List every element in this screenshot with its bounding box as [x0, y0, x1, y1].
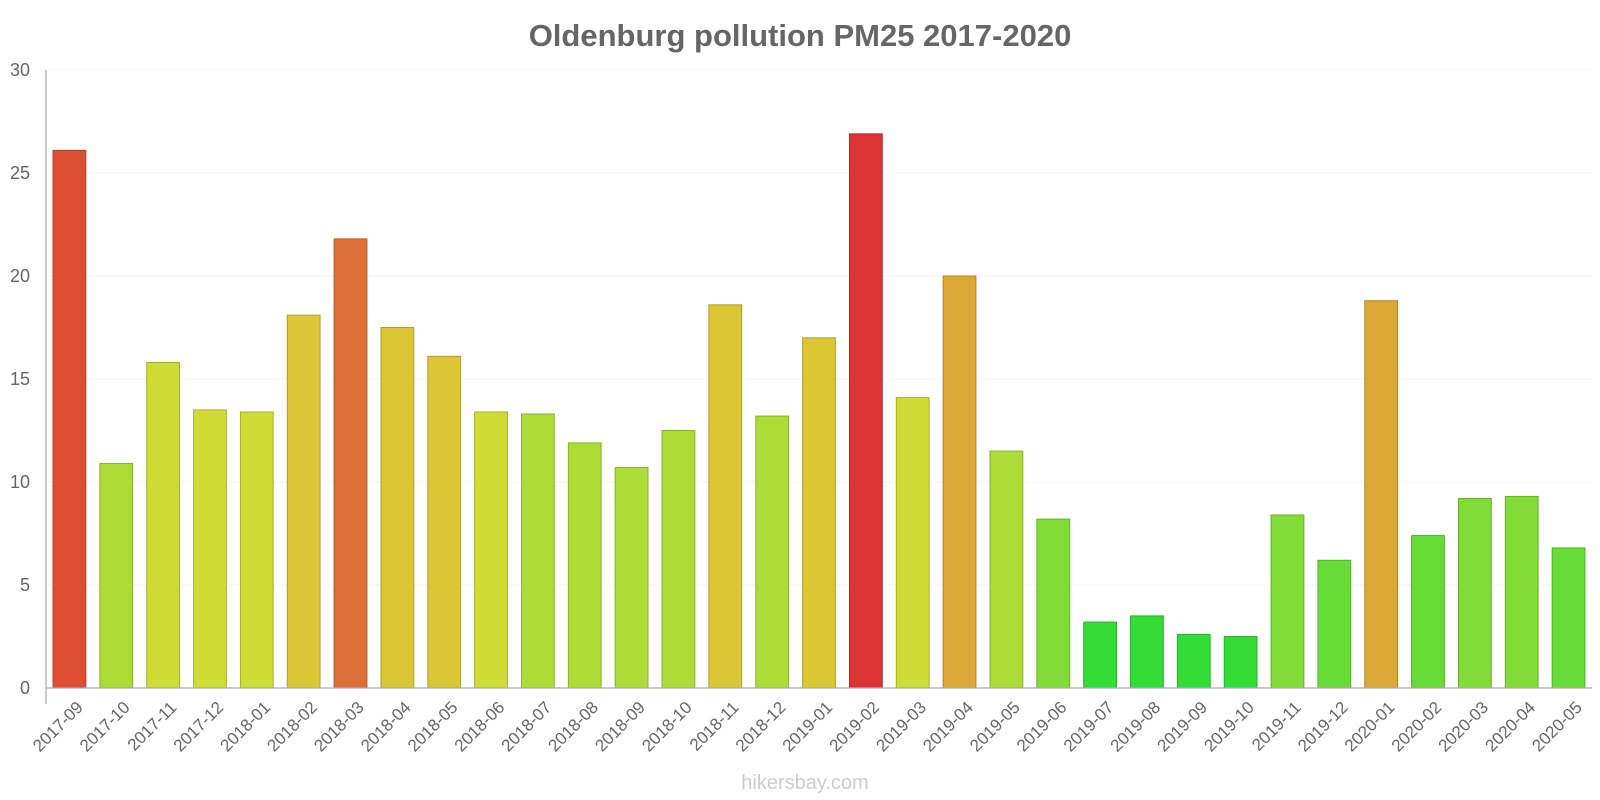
bar-2018-08 — [567, 442, 602, 689]
x-tick-label: 2020-04 — [1481, 698, 1539, 756]
bar-2018-02 — [286, 314, 321, 689]
y-tick-label: 10 — [10, 472, 30, 492]
x-tick-label: 2018-03 — [310, 698, 368, 756]
x-tick-label: 2018-04 — [357, 698, 415, 756]
bar-2019-02 — [848, 133, 883, 689]
bar-2019-07 — [1083, 621, 1117, 689]
x-tick-label: 2019-12 — [1294, 698, 1352, 756]
bar-2019-11 — [1270, 514, 1305, 689]
x-tick-label: 2018-06 — [451, 698, 509, 756]
bar-2017-09 — [52, 149, 87, 689]
x-tick-label: 2019-08 — [1107, 698, 1165, 756]
bar-2019-12 — [1317, 559, 1352, 689]
x-tick-label: 2019-11 — [1248, 698, 1305, 755]
bar-2020-04 — [1504, 495, 1539, 689]
y-axis: 0 5 10 15 20 25 30 — [10, 60, 47, 704]
y-tick-label: 5 — [20, 575, 30, 595]
x-tick-label: 2017-10 — [76, 698, 134, 756]
bar-2018-09 — [614, 467, 649, 689]
bar-2018-12 — [755, 415, 790, 689]
bar-2019-10 — [1223, 636, 1258, 689]
x-axis: 2017-092017-102017-112017-122018-012018-… — [29, 687, 1592, 756]
watermark: hikersbay.com — [741, 772, 868, 794]
bar-2019-08 — [1130, 615, 1164, 689]
x-tick-label: 2018-07 — [498, 698, 556, 756]
bar-2018-04 — [380, 327, 415, 689]
bar-2020-05 — [1551, 547, 1586, 689]
bar-2019-05 — [989, 450, 1024, 689]
x-tick-label: 2019-09 — [1154, 698, 1212, 756]
x-tick-label: 2019-02 — [826, 698, 884, 756]
bars — [52, 133, 1586, 689]
bar-2018-03 — [333, 238, 368, 689]
x-tick-label: 2017-12 — [170, 698, 228, 756]
x-tick-label: 2020-02 — [1388, 698, 1446, 756]
bar-2019-09 — [1176, 633, 1211, 689]
bar-2018-01 — [239, 411, 274, 689]
bar-2017-12 — [193, 409, 227, 689]
bar-2017-11 — [146, 362, 181, 689]
bar-2019-04 — [942, 275, 977, 689]
bar-2020-02 — [1411, 535, 1445, 689]
x-tick-label: 2018-01 — [217, 698, 275, 756]
x-tick-label: 2018-12 — [732, 698, 790, 756]
x-tick-label: 2019-03 — [872, 698, 930, 756]
y-tick-label: 30 — [10, 60, 30, 80]
bar-2018-10 — [661, 430, 696, 689]
bar-2017-10 — [99, 462, 134, 689]
bar-2019-03 — [895, 397, 930, 689]
bar-2018-05 — [427, 355, 462, 689]
y-tick-label: 20 — [10, 266, 30, 286]
x-tick-label: 2018-09 — [591, 698, 649, 756]
x-tick-label: 2019-10 — [1200, 698, 1258, 756]
x-tick-label: 2018-10 — [638, 698, 696, 756]
x-tick-label: 2017-09 — [29, 698, 87, 756]
x-tick-label: 2019-07 — [1060, 698, 1118, 756]
bar-2020-01 — [1364, 300, 1399, 689]
y-tick-label: 25 — [10, 163, 30, 183]
x-tick-label: 2020-03 — [1435, 698, 1493, 756]
bar-2018-11 — [708, 304, 743, 689]
x-tick-label: 2020-01 — [1341, 698, 1399, 756]
x-tick-label: 2020-05 — [1528, 698, 1586, 756]
x-tick-label: 2017-11 — [124, 698, 181, 755]
bar-2019-06 — [1036, 518, 1071, 689]
bar-2018-07 — [521, 413, 555, 689]
x-tick-label: 2019-04 — [919, 698, 977, 756]
x-tick-label: 2018-02 — [263, 698, 321, 756]
x-tick-label: 2019-05 — [966, 698, 1024, 756]
chart-title: Oldenburg pollution PM25 2017-2020 — [529, 18, 1072, 53]
x-tick-label: 2018-05 — [404, 698, 462, 756]
bar-2018-06 — [474, 411, 508, 689]
x-tick-label: 2019-01 — [779, 698, 837, 756]
y-tick-label: 15 — [10, 369, 30, 389]
x-tick-label: 2019-06 — [1013, 698, 1071, 756]
y-tick-label: 0 — [20, 678, 30, 698]
bar-2019-01 — [802, 337, 836, 689]
x-tick-label: 2018-08 — [545, 698, 603, 756]
x-tick-label: 2018-11 — [686, 698, 743, 755]
bar-2020-03 — [1457, 497, 1492, 689]
